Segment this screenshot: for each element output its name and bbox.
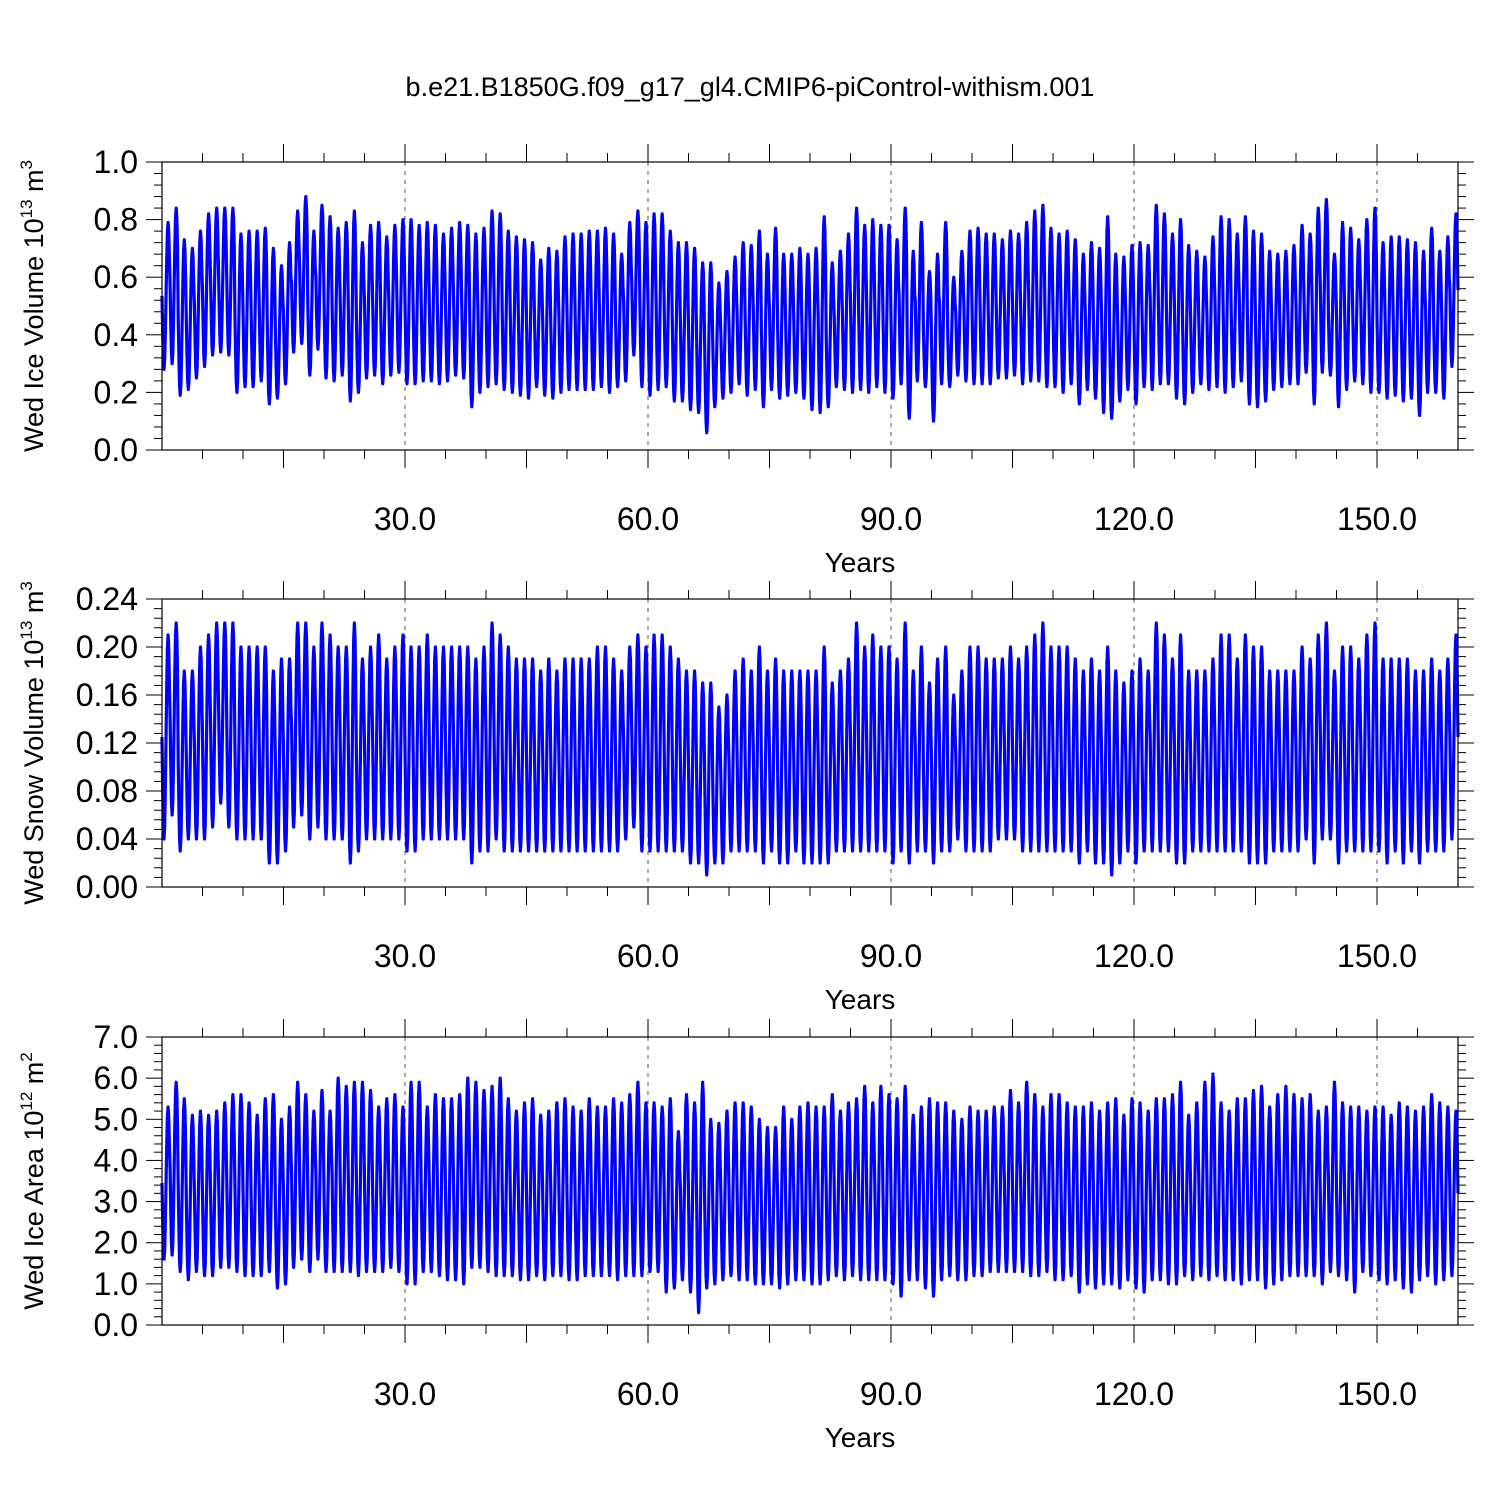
chart-3-x-tick-label: 120.0 xyxy=(1094,1376,1174,1412)
chart-3-x-tick-label: 60.0 xyxy=(617,1376,679,1412)
chart-1-x-tick-label: 120.0 xyxy=(1094,501,1174,537)
chart-panel-1: 0.0 0.2 0.4 0.6 0.8 1.0 30.0 60.0 90.0 120.0 150.0… xyxy=(17,144,1474,578)
chart-panel-3: 0.0 1.0 2.0 3.0 4.0 5.0 6.0 7.0 30.0 60.0 90.0 120.… xyxy=(17,1019,1474,1453)
chart-3-y-tick-label: 2.0 xyxy=(94,1225,138,1261)
chart-3-y-tick-label: 6.0 xyxy=(94,1060,138,1096)
chart-2-x-axis-label: Years xyxy=(825,984,896,1015)
chart-panel-2: 0.00 0.04 0.08 0.12 0.16 0.20 0.24 30.0 60.0 90.0… xyxy=(17,581,1474,1015)
chart-1-y-axis-label: Wed Ice Volume 1013 m3 xyxy=(17,160,49,452)
chart-2-y-axis-label: Wed Snow Volume 1013 m3 xyxy=(17,581,49,905)
chart-3-series-line xyxy=(160,1072,1460,1315)
chart-3-y-axis-label: Wed Ice Area 1012 m2 xyxy=(17,1052,49,1310)
chart-3-y-tick-label: 1.0 xyxy=(94,1266,138,1302)
chart-2-y-tick-label: 0.04 xyxy=(76,821,138,857)
chart-3-y-tick-label: 7.0 xyxy=(94,1019,138,1055)
chart-3-y-tick-label: 4.0 xyxy=(94,1142,138,1178)
chart-3-y-tick-label: 5.0 xyxy=(94,1101,138,1137)
chart-1-y-tick-label: 0.6 xyxy=(94,259,138,295)
chart-2-y-tick-label: 0.00 xyxy=(76,869,138,905)
chart-3-x-tick-label: 90.0 xyxy=(860,1376,922,1412)
chart-2-x-tick-label: 150.0 xyxy=(1337,938,1417,974)
chart-2-x-tick-label: 30.0 xyxy=(374,938,436,974)
chart-3-x-axis-label: Years xyxy=(825,1422,896,1453)
chart-2-y-tick-label: 0.24 xyxy=(76,581,138,617)
chart-3-y-tick-label: 0.0 xyxy=(94,1307,138,1343)
chart-1-x-axis-label: Years xyxy=(825,547,896,578)
chart-1-series-line xyxy=(160,194,1460,435)
chart-1-y-tick-label: 0.8 xyxy=(94,202,138,238)
chart-1-x-tick-label: 30.0 xyxy=(374,501,436,537)
chart-3-x-tick-label: 30.0 xyxy=(374,1376,436,1412)
chart-2-x-tick-label: 90.0 xyxy=(860,938,922,974)
figure-title: b.e21.B1850G.f09_g17_gl4.CMIP6-piControl… xyxy=(406,72,1095,102)
panels: 0.0 0.2 0.4 0.6 0.8 1.0 30.0 60.0 90.0 120.0 150.0… xyxy=(17,144,1474,1453)
chart-1-y-tick-label: 0.0 xyxy=(94,432,138,468)
chart-3-x-tick-label: 150.0 xyxy=(1337,1376,1417,1412)
chart-1-y-tick-label: 0.4 xyxy=(94,317,138,353)
chart-1-x-tick-label: 90.0 xyxy=(860,501,922,537)
chart-1-x-tick-label: 60.0 xyxy=(617,501,679,537)
chart-1-x-tick-label: 150.0 xyxy=(1337,501,1417,537)
chart-2-y-tick-label: 0.12 xyxy=(76,725,138,761)
chart-2-y-tick-label: 0.20 xyxy=(76,629,138,665)
chart-2-x-tick-label: 60.0 xyxy=(617,938,679,974)
chart-2-x-tick-label: 120.0 xyxy=(1094,938,1174,974)
chart-2-y-tick-label: 0.16 xyxy=(76,677,138,713)
chart-1-y-tick-label: 0.2 xyxy=(94,374,138,410)
chart-3-y-tick-label: 3.0 xyxy=(94,1184,138,1220)
chart-1-y-tick-label: 1.0 xyxy=(94,144,138,180)
chart-2-series-line xyxy=(160,621,1460,877)
chart-2-y-tick-label: 0.08 xyxy=(76,773,138,809)
